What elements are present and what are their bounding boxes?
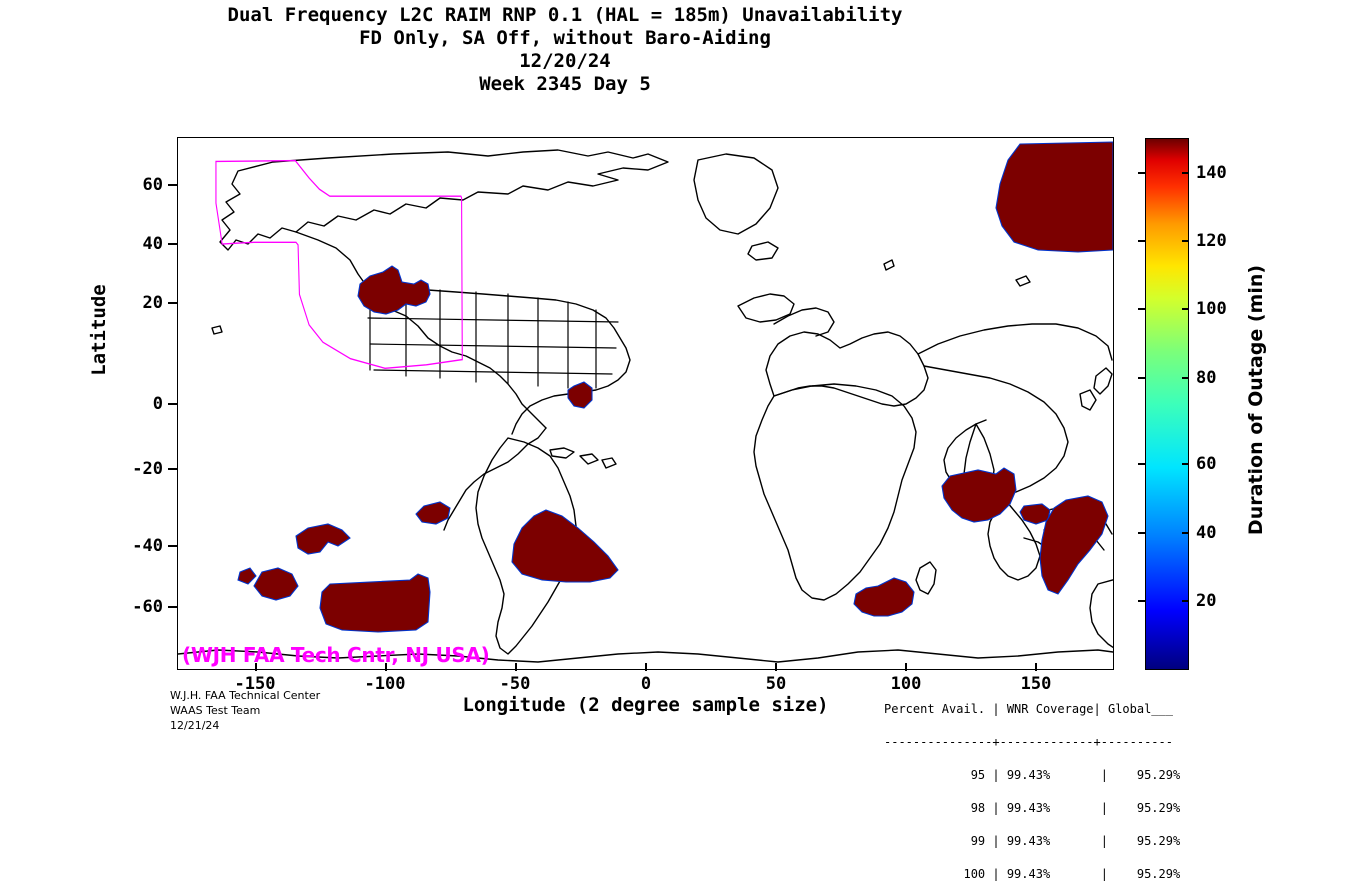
colorbar-tick: [1182, 308, 1189, 310]
colorbar-tick: [1138, 600, 1145, 602]
title-line-2: FD Only, SA Off, without Baro-Aiding: [359, 27, 771, 49]
xtick-label-minus50: -50: [499, 674, 531, 694]
colorbar-tick: [1138, 172, 1145, 174]
xtick-mark: [515, 663, 517, 671]
colorbar-tick: [1138, 532, 1145, 534]
stats-table: Percent Avail. | WNR Coverage| Global___…: [884, 682, 1180, 891]
stats-row-text: 95 | 99.43% | 95.29%: [884, 768, 1181, 782]
stats-row: 95 | 99.43% | 95.29%: [884, 768, 1181, 782]
colorbar-tick: [1138, 463, 1145, 465]
map-canvas: [178, 141, 1113, 663]
ytick-mark: [168, 468, 177, 470]
colorbar-tick: [1182, 377, 1189, 379]
colorbar-tick: [1182, 463, 1189, 465]
stats-row-text: 98 | 99.43% | 95.29%: [884, 801, 1181, 815]
xtick-label-150: 150: [1020, 674, 1052, 694]
outage-region-south-atlantic: [511, 509, 619, 583]
xtick-label-minus100: -100: [364, 674, 406, 694]
xtick-mark: [385, 663, 387, 671]
colorbar: [1145, 138, 1189, 670]
stats-row: 99 | 99.43% | 95.29%: [884, 834, 1181, 848]
colorbar-title: Duration of Outage (min): [1245, 264, 1267, 536]
colorbar-tick: [1182, 532, 1189, 534]
outage-region-southern-ocean-west: [237, 567, 257, 585]
stats-row: 98 | 99.43% | 95.29%: [884, 801, 1181, 815]
ytick-mark: [168, 302, 177, 304]
ytick-mark: [168, 606, 177, 608]
colorbar-tick: [1182, 600, 1189, 602]
colorbar-label-80: 80: [1196, 368, 1217, 388]
colorbar-tick: [1138, 377, 1145, 379]
colorbar-label-140: 140: [1196, 163, 1227, 183]
outage-region-south-pacific-mid: [415, 501, 451, 525]
outage-region-atlantic: [567, 381, 593, 409]
outage-region-northeast-asia: [995, 141, 1113, 253]
ytick-label-minus60: -60: [132, 597, 163, 617]
xtick-mark: [1035, 663, 1037, 671]
coastlines: [178, 149, 1113, 663]
ytick-mark: [168, 403, 177, 405]
outage-regions: [237, 141, 1113, 633]
colorbar-label-100: 100: [1196, 299, 1227, 319]
outage-region-southern-indian-ocean: [853, 577, 915, 617]
world-map-plot: [177, 137, 1114, 670]
ytick-mark: [168, 184, 177, 186]
stats-header-text: Percent Avail. | WNR Coverage| Global___: [884, 702, 1173, 716]
stats-row-text: 99 | 99.43% | 95.29%: [884, 834, 1181, 848]
watermark-text: (WJH FAA Tech Cntr, NJ USA): [182, 643, 490, 667]
service-volume-polygon: [215, 159, 463, 369]
colorbar-label-60: 60: [1196, 454, 1217, 474]
colorbar-tick: [1182, 240, 1189, 242]
outage-region-australia-small: [1019, 503, 1051, 525]
ytick-label-20: 20: [142, 293, 163, 313]
colorbar-label-120: 120: [1196, 231, 1227, 251]
title-line-3: 12/20/24: [519, 50, 611, 72]
xtick-mark: [775, 663, 777, 671]
stats-rule-text: ---------------+-------------+----------: [884, 735, 1173, 749]
colorbar-label-40: 40: [1196, 523, 1217, 543]
ytick-mark: [168, 545, 177, 547]
xtick-label-minus150: -150: [234, 674, 276, 694]
ytick-label-minus40: -40: [132, 536, 163, 556]
colorbar-tick: [1182, 172, 1189, 174]
credit-line-1: W.J.H. FAA Technical Center: [170, 689, 321, 702]
outage-region-southeast-pacific: [295, 523, 351, 555]
outage-region-tasman-sea: [1039, 495, 1109, 595]
title-line-1: Dual Frequency L2C RAIM RNP 0.1 (HAL = 1…: [227, 4, 903, 26]
ytick-mark: [168, 243, 177, 245]
ytick-label-40: 40: [142, 234, 163, 254]
colorbar-tick: [1138, 308, 1145, 310]
outage-region-southern-ocean-band: [319, 573, 431, 633]
y-axis-label: Latitude: [88, 284, 110, 376]
stats-row: 100 | 99.43% | 95.29%: [884, 867, 1181, 881]
ytick-label-minus20: -20: [132, 459, 163, 479]
colorbar-gradient: [1146, 139, 1188, 669]
x-axis-label: Longitude (2 degree sample size): [462, 694, 829, 716]
credit-line-2: WAAS Test Team: [170, 704, 261, 717]
xtick-label-0: 0: [640, 674, 652, 694]
stats-row-text: 100 | 99.43% | 95.29%: [884, 867, 1181, 881]
outage-region-us-southwest: [357, 265, 431, 315]
xtick-mark: [255, 663, 257, 671]
xtick-label-50: 50: [765, 674, 787, 694]
xtick-label-100: 100: [890, 674, 922, 694]
credit-line-3: 12/21/24: [170, 719, 220, 732]
chart-title-block: Dual Frequency L2C RAIM RNP 0.1 (HAL = 1…: [0, 4, 1130, 96]
xtick-mark: [645, 663, 647, 671]
colorbar-label-20: 20: [1196, 591, 1217, 611]
ytick-label-0: 0: [152, 394, 163, 414]
stats-header-rule: ---------------+-------------+----------: [884, 735, 1180, 749]
credit-block: W.J.H. FAA Technical Center WAAS Test Te…: [170, 688, 320, 733]
colorbar-tick: [1138, 240, 1145, 242]
title-line-4: Week 2345 Day 5: [479, 73, 651, 95]
xtick-mark: [905, 663, 907, 671]
outage-region-southern-ocean-pacific: [253, 567, 299, 601]
stats-header-row: Percent Avail. | WNR Coverage| Global___: [884, 702, 1180, 716]
outage-region-australia-central: [941, 467, 1017, 523]
ytick-label-60: 60: [142, 175, 163, 195]
